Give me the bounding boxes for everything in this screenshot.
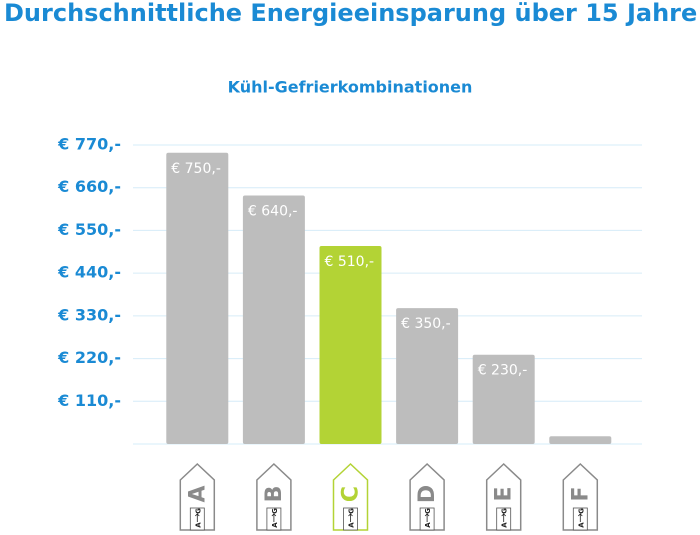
energy-label-outline	[256, 462, 292, 531]
y-tick-label: € 440,-	[57, 263, 121, 282]
x-tick-label: A	[185, 485, 210, 502]
bar	[549, 436, 612, 444]
energy-label-outline	[562, 462, 599, 531]
bar	[319, 245, 382, 444]
y-tick-label: € 220,-	[57, 348, 121, 367]
scale-arrow	[348, 513, 353, 522]
value-label: € 350,-	[401, 316, 451, 332]
scale-to: G	[424, 508, 432, 514]
energy-label-outline	[409, 462, 445, 531]
value-label: € 750,-	[171, 161, 221, 177]
chart-title: Durchschnittliche Energieeinsparung über…	[4, 0, 697, 27]
scale-to: G	[577, 508, 585, 514]
scale-from: A	[501, 522, 509, 528]
scale-from: A	[348, 522, 356, 528]
energy-label-outline	[332, 462, 369, 531]
scale-arrow	[271, 513, 277, 522]
y-tick-label: € 550,-	[57, 220, 121, 239]
scale-from: A	[194, 522, 202, 528]
scale-from: A	[424, 522, 432, 528]
y-tick-label: € 660,-	[57, 177, 121, 196]
value-label: € 640,-	[248, 203, 298, 219]
scale-arrow	[501, 513, 506, 522]
energy-label-outline	[179, 462, 216, 531]
scale-from: A	[271, 522, 279, 528]
scale-arrow	[195, 513, 200, 522]
x-tick-label: E	[492, 486, 517, 501]
y-tick-label: € 770,-	[57, 135, 121, 154]
scale-to: G	[194, 508, 202, 514]
scale-arrow	[578, 513, 583, 522]
scale-from: A	[577, 522, 585, 528]
energy-label: F A G	[562, 462, 599, 531]
y-tick-label: € 110,-	[57, 391, 121, 410]
x-tick-label: F	[568, 486, 593, 501]
energy-label: B A G	[256, 462, 292, 531]
chart-subtitle: Kühl-Gefrierkombinationen	[228, 78, 473, 97]
scale-arrow	[424, 513, 430, 522]
energy-label-outline	[485, 462, 522, 531]
y-tick-label: € 330,-	[57, 305, 121, 324]
energy-label: E A G	[485, 462, 522, 531]
scale-to: G	[271, 508, 279, 514]
x-tick-label: B	[262, 486, 287, 503]
value-label: € 510,-	[325, 254, 375, 270]
energy-label: C A G	[332, 462, 369, 531]
bar	[396, 308, 459, 444]
energy-label: AAG	[179, 462, 216, 531]
scale-to: G	[501, 508, 509, 514]
x-tick-label: C	[339, 486, 364, 502]
bar	[166, 152, 229, 444]
bar	[472, 354, 535, 444]
value-label: € 230,-	[478, 363, 528, 379]
x-tick-label: D	[415, 485, 440, 503]
energy-label: D A G	[409, 462, 445, 531]
scale-to: G	[348, 508, 356, 514]
bar	[242, 195, 305, 444]
